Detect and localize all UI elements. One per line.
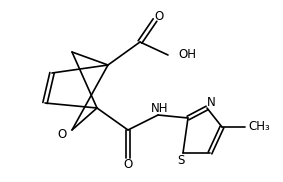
Text: O: O [154,11,164,23]
Text: NH: NH [151,102,169,116]
Text: N: N [207,96,215,108]
Text: OH: OH [178,48,196,60]
Text: CH₃: CH₃ [248,120,270,134]
Text: S: S [177,155,185,167]
Text: O: O [57,128,67,141]
Text: O: O [123,159,133,171]
